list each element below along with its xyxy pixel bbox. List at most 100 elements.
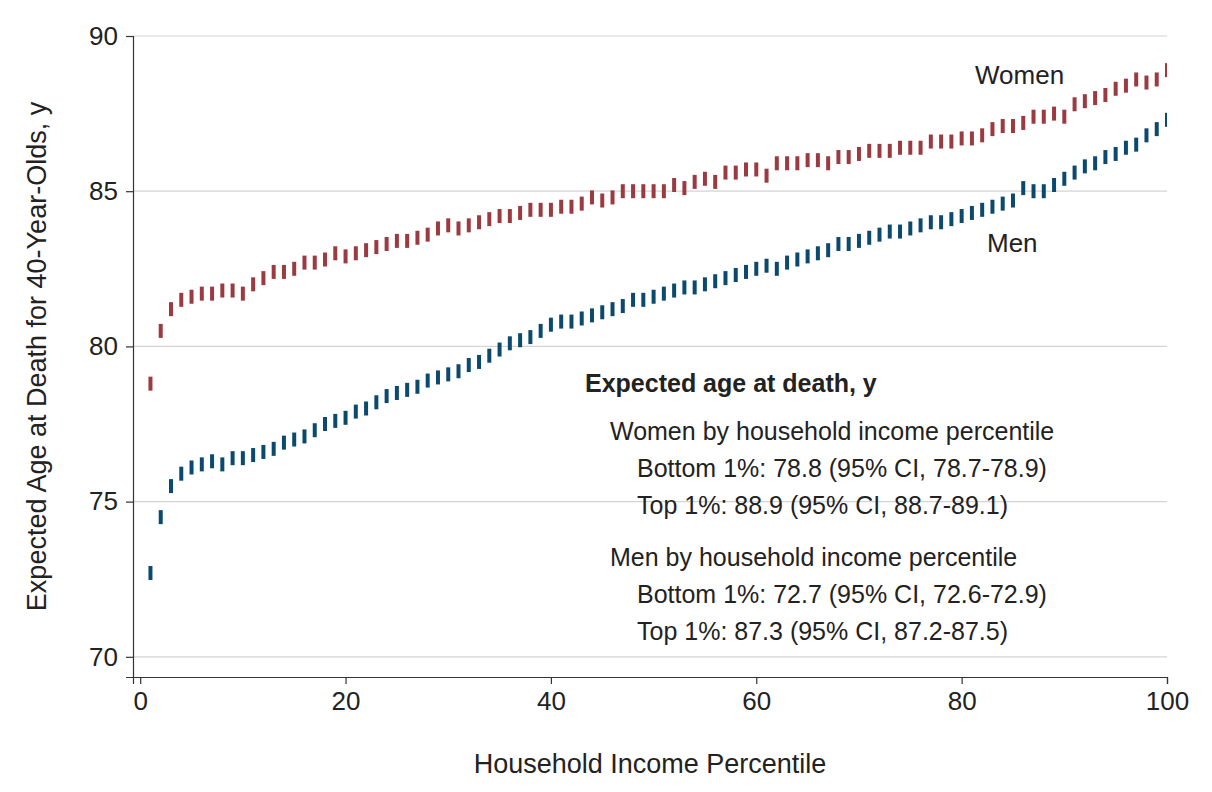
point — [1083, 94, 1087, 108]
point — [1144, 128, 1148, 142]
point — [1124, 141, 1128, 155]
point — [1021, 181, 1025, 195]
point — [580, 311, 584, 325]
y-axis-line — [126, 37, 134, 678]
point — [456, 364, 460, 378]
y-tick: 75 — [89, 486, 133, 516]
x-tick-mark — [962, 677, 963, 684]
x-tick-label: 80 — [948, 686, 977, 716]
point — [220, 457, 224, 471]
point — [888, 144, 892, 158]
annotation: Bottom 1%: 72.7 (95% CI, 72.6-72.9) — [637, 580, 1047, 608]
x-tick: 80 — [948, 677, 977, 716]
x-axis-title: Household Income Percentile — [474, 749, 827, 779]
point — [395, 386, 399, 400]
point — [405, 383, 409, 397]
x-tick: 40 — [537, 677, 566, 716]
grid-line — [133, 346, 1167, 347]
point — [631, 184, 635, 198]
point — [374, 395, 378, 409]
point — [477, 355, 481, 369]
point — [323, 417, 327, 431]
point — [539, 324, 543, 338]
point — [1042, 110, 1046, 124]
point — [970, 206, 974, 220]
point — [847, 150, 851, 164]
point — [970, 131, 974, 145]
point — [1032, 110, 1036, 124]
point — [754, 262, 758, 276]
point — [980, 128, 984, 142]
x-tick-mark — [345, 677, 346, 684]
point — [621, 299, 625, 313]
point — [990, 200, 994, 214]
annotation: Top 1%: 87.3 (95% CI, 87.2-87.5) — [637, 617, 1008, 645]
y-tick-label: 85 — [89, 176, 118, 206]
grid-line — [133, 35, 1167, 36]
point — [847, 237, 851, 251]
grid — [133, 36, 1167, 657]
point — [1165, 113, 1167, 127]
y-tick-mark — [126, 502, 133, 503]
point — [877, 228, 881, 242]
point — [1001, 119, 1005, 133]
point — [857, 234, 861, 248]
point — [826, 243, 830, 257]
point — [528, 330, 532, 344]
point — [569, 200, 573, 214]
point — [210, 287, 214, 301]
chart: 0204060801007075808590Household Income P… — [0, 0, 1212, 792]
point — [836, 150, 840, 164]
x-tick: 60 — [742, 677, 771, 716]
point — [795, 156, 799, 170]
point — [415, 380, 419, 394]
point — [405, 234, 409, 248]
point — [980, 203, 984, 217]
point — [200, 287, 204, 301]
point — [744, 265, 748, 279]
point — [179, 293, 183, 307]
y-tick: 80 — [89, 331, 133, 361]
point — [929, 135, 933, 149]
point — [241, 287, 245, 301]
point — [611, 302, 615, 316]
point — [518, 206, 522, 220]
point — [415, 231, 419, 245]
point — [806, 249, 810, 263]
point — [487, 349, 491, 363]
point — [508, 336, 512, 350]
x-tick-mark — [551, 677, 552, 684]
x-tick-mark — [140, 677, 141, 684]
point — [498, 343, 502, 357]
point — [590, 308, 594, 322]
series-label: Women — [975, 60, 1064, 90]
series-1 — [148, 113, 1167, 580]
point — [508, 209, 512, 223]
point — [1103, 150, 1107, 164]
point — [344, 249, 348, 263]
point — [611, 190, 615, 204]
point — [190, 460, 194, 474]
point — [456, 221, 460, 235]
point — [1093, 91, 1097, 105]
point — [836, 237, 840, 251]
y-tick: 90 — [89, 21, 133, 51]
y-tick-mark — [126, 657, 133, 658]
point — [354, 246, 358, 260]
point — [949, 135, 953, 149]
point — [200, 457, 204, 471]
point — [467, 358, 471, 372]
point — [323, 252, 327, 266]
point — [549, 318, 553, 332]
point — [713, 274, 717, 288]
point — [374, 240, 378, 254]
x-tick-label: 20 — [332, 686, 361, 716]
point — [292, 433, 296, 447]
point — [302, 256, 306, 270]
point — [693, 175, 697, 189]
point — [641, 184, 645, 198]
point — [354, 405, 358, 419]
point — [385, 389, 389, 403]
point — [765, 259, 769, 273]
point — [703, 277, 707, 291]
